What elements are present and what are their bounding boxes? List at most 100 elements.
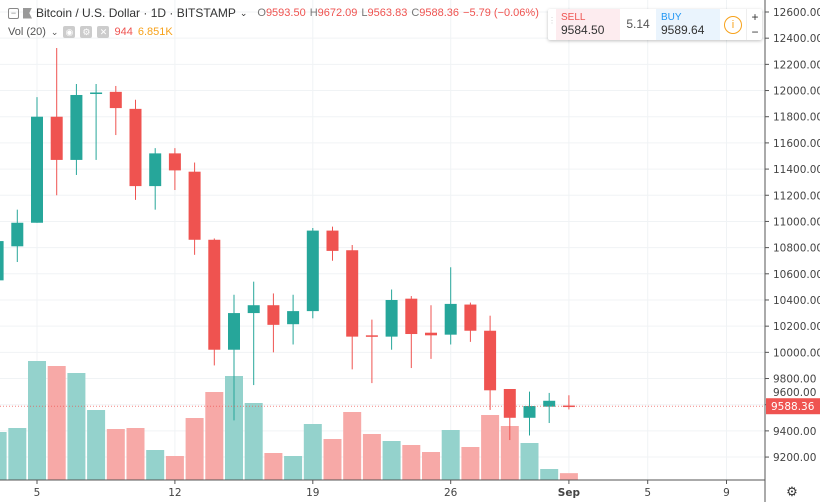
candle-body [306,230,319,312]
candle-body [425,332,437,336]
price-axis [765,0,820,502]
volume-bar [8,428,27,480]
volume-bar [264,453,283,480]
price-tick-label: 11800.00 [773,112,820,124]
volume-bar [284,456,303,480]
last-price-label: 9588.36 [771,401,815,413]
candle-body [11,222,24,247]
volume-bar [205,392,224,480]
price-tick-label: 11600.00 [773,138,820,150]
candle-body [31,116,43,223]
time-tick-label: 19 [306,487,319,499]
volume-bar [67,373,86,480]
volume-bar [441,430,460,480]
sell-button[interactable]: SELL 9584.50 [556,9,620,40]
price-tick-label: 11400.00 [773,164,820,176]
symbol-legend: − Bitcoin / U.S. Dollar · 1D · BITSTAMP … [8,6,539,20]
plus-button[interactable]: + [751,9,759,24]
candle-body [168,153,181,171]
drag-handle[interactable]: ⋮ [548,16,556,25]
price-tick-label: 10400.00 [773,295,820,307]
eye-icon[interactable]: ◉ [63,26,76,38]
candle-body [247,305,260,314]
candle-body [326,230,339,251]
volume-bar [225,376,243,480]
candle-body [444,303,457,335]
time-tick-label: 12 [168,487,181,499]
settings-gear-icon[interactable]: ⚙ [786,484,798,499]
time-tick-label: 5 [34,487,41,499]
volume-bar [303,424,322,480]
trade-widget: ⋮ SELL 9584.50 5.14 BUY 9589.64 i + − [548,9,762,40]
price-tick-label: 10000.00 [773,347,820,359]
gear-icon[interactable]: ⚙ [80,26,93,38]
volume-bar [146,450,165,480]
ohlc-values: O9593.50 H9672.09 L9563.83 C9588.36 −5.7… [257,7,539,19]
volume-bar [28,361,46,480]
volume-bar [362,434,381,480]
volume-bar [540,469,559,480]
candle-body [562,405,575,408]
close-icon[interactable]: ✕ [97,26,110,38]
volume-bar [481,415,500,480]
price-tick-label: 11200.00 [773,190,820,202]
candle-body [543,400,556,407]
price-tick-label: 12600.00 [773,7,820,19]
volume-bar [323,439,342,480]
candle-body [405,298,418,335]
candle-body [129,108,142,187]
time-tick-label: 26 [444,487,458,499]
price-tick-label: 11000.00 [773,216,820,228]
volume-bar [165,456,184,480]
chevron-down-icon[interactable]: ⌄ [50,26,59,37]
price-tick-label: 12000.00 [773,86,820,98]
candle-body [464,304,477,331]
candle-body [267,305,280,325]
open-value: O9593.50 [257,7,306,19]
volume-bar [185,418,204,480]
volume-bar [87,410,106,480]
candle-body [188,171,201,240]
price-tick-label: 10200.00 [773,321,820,333]
price-tick-label: 10600.00 [773,269,820,281]
volume-bar [244,403,263,480]
volume-bar [47,366,66,480]
volume-bar [343,412,362,480]
candle-body [208,239,221,350]
time-tick-label: 9 [723,487,730,499]
candle-body [90,92,103,95]
volume-value: 944 [114,26,133,38]
info-icon: i [724,15,742,34]
time-tick-label: Sep [558,487,581,499]
buy-button[interactable]: BUY 9589.64 [656,9,720,40]
candle-body [287,311,300,325]
volume-ma-value: 6.851K [137,26,173,38]
spread-value: 5.14 [626,17,650,31]
candle-body [365,335,378,337]
volume-bar [0,432,7,480]
volume-bar [461,447,480,480]
flag-icon[interactable] [23,7,32,19]
candle-body [346,250,359,337]
volume-label[interactable]: Vol (20) [8,26,46,38]
high-value: H9672.09 [309,7,358,19]
candle-body [484,330,497,391]
chevron-down-icon[interactable]: ⌄ [239,7,248,18]
info-button[interactable]: i [720,9,746,40]
price-tick-label: 9600.00 [773,387,816,399]
candle-body [385,299,398,337]
candle-body [50,116,63,160]
minus-button[interactable]: − [751,25,759,40]
symbol-title[interactable]: Bitcoin / U.S. Dollar · 1D · BITSTAMP [36,6,236,20]
candle-body [149,153,162,187]
candle-body [228,313,240,350]
candle-body [109,91,122,109]
collapse-icon[interactable]: − [8,7,19,19]
candle-body [503,388,516,418]
volume-bar [106,429,125,480]
price-tick-label: 9200.00 [773,452,816,464]
volume-bar [520,443,539,480]
price-tick-label: 12400.00 [773,33,820,45]
volume-bar [402,445,421,480]
